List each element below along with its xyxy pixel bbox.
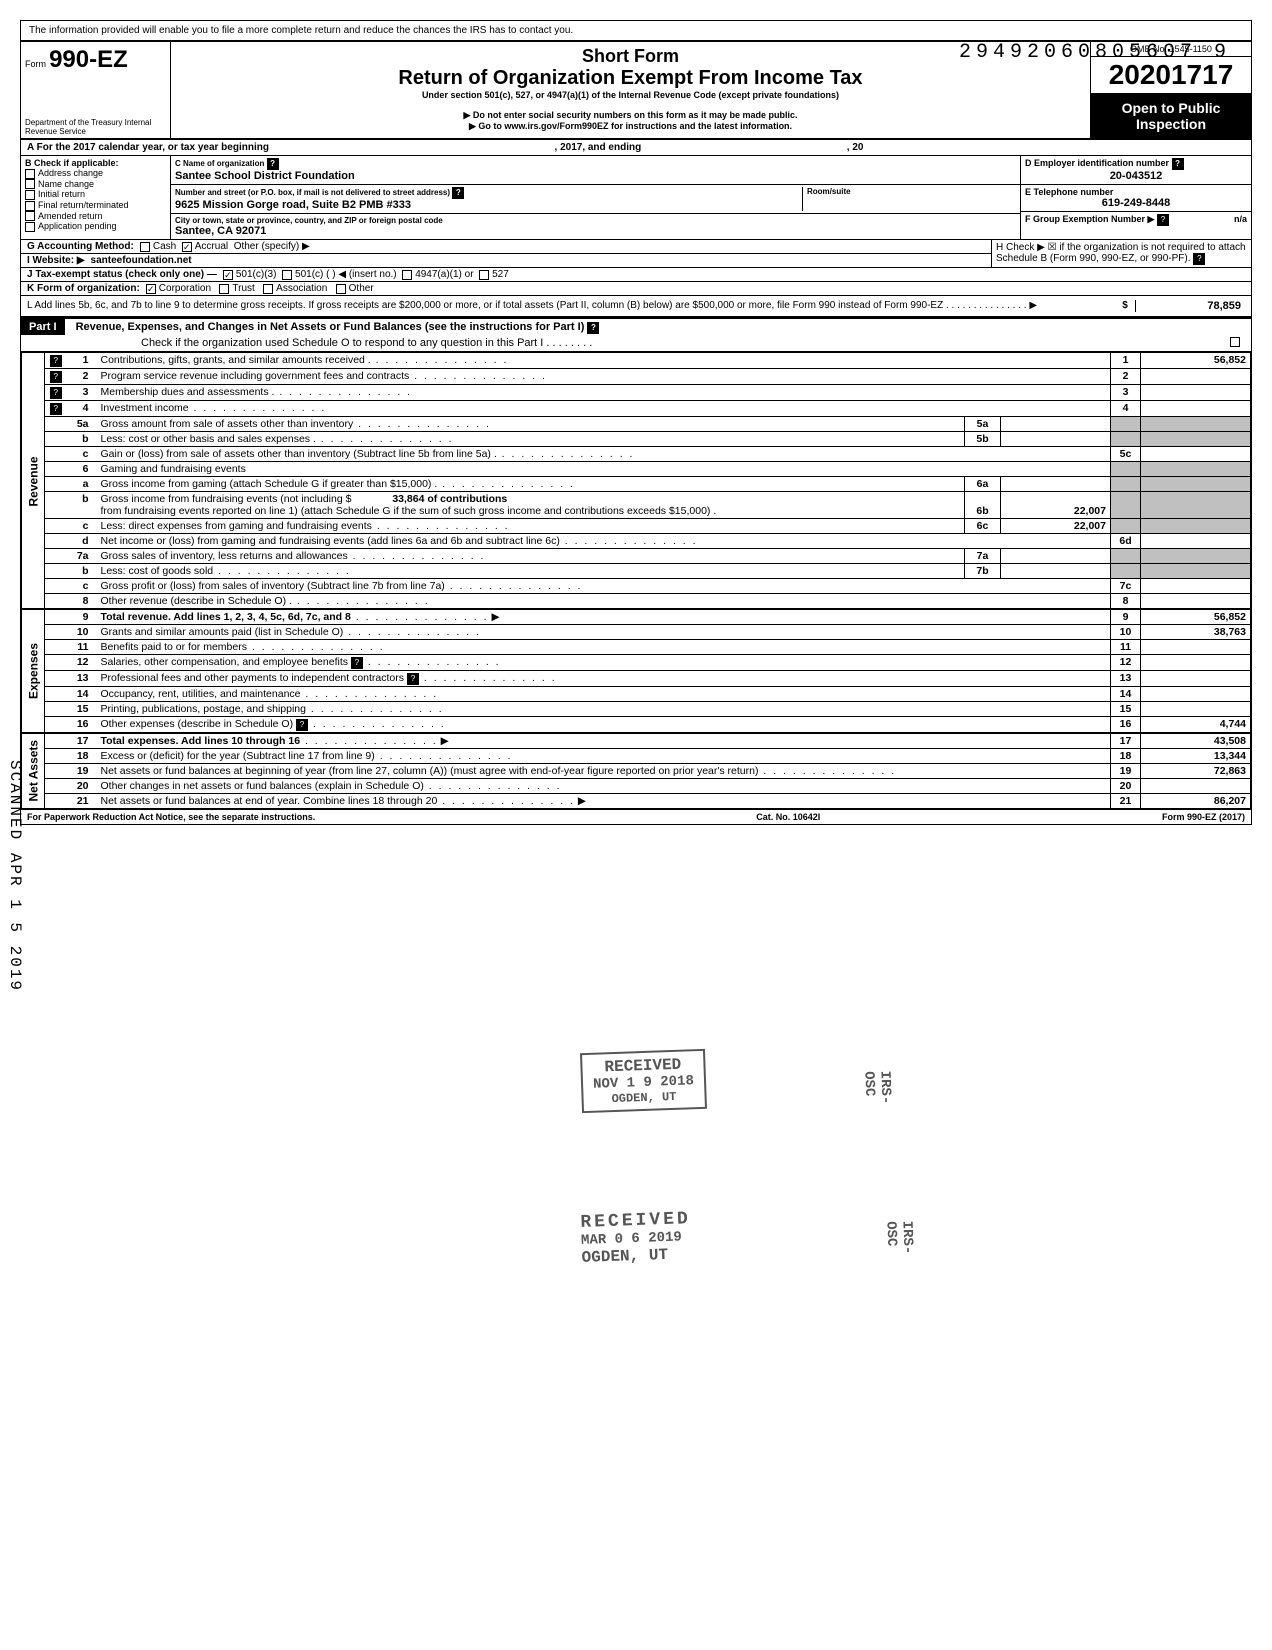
line18-value: 13,344	[1141, 749, 1251, 764]
help-icon: ?	[50, 355, 62, 367]
help-icon: ?	[50, 403, 62, 415]
short-form-label: Short Form	[181, 46, 1080, 67]
dept-text: Department of the Treasury Internal Reve…	[25, 118, 170, 136]
line21-value: 86,207	[1141, 794, 1251, 809]
subtitle: Under section 501(c), 527, or 4947(a)(1)…	[181, 90, 1080, 100]
checkbox-trust[interactable]	[219, 284, 229, 294]
part-1-label: Part I	[21, 319, 65, 335]
line17-value: 43,508	[1141, 733, 1251, 749]
checkbox-corporation[interactable]	[146, 284, 156, 294]
help-icon: ?	[452, 187, 464, 199]
help-icon: ?	[1157, 214, 1169, 226]
checkbox-association[interactable]	[263, 284, 273, 294]
section-c-org-info: C Name of organization ? Santee School D…	[171, 156, 1021, 239]
section-b-checkboxes: B Check if applicable: Address change Na…	[21, 156, 171, 239]
line19-value: 72,863	[1141, 764, 1251, 779]
checkbox-527[interactable]	[479, 270, 489, 280]
checkbox-501c[interactable]	[282, 270, 292, 280]
netassets-section-label: Net Assets	[22, 733, 45, 809]
part1-table: Revenue ? 1 Contributions, gifts, grants…	[21, 352, 1251, 809]
goto-link: ▶ Go to www.irs.gov/Form990EZ for instru…	[181, 121, 1080, 132]
header-center: Short Form Return of Organization Exempt…	[171, 42, 1091, 138]
row-a-tax-year: A For the 2017 calendar year, or tax yea…	[21, 140, 1251, 156]
page-footer: For Paperwork Reduction Act Notice, see …	[21, 809, 1251, 824]
org-name: Santee School District Foundation	[175, 170, 1016, 182]
help-icon: ?	[50, 371, 62, 383]
checkbox-final-return[interactable]	[25, 201, 35, 211]
help-icon: ?	[1193, 253, 1205, 265]
help-icon: ?	[351, 657, 363, 669]
checkbox-cash[interactable]	[140, 242, 150, 252]
checkbox-4947[interactable]	[402, 270, 412, 280]
checkbox-501c3[interactable]	[223, 270, 233, 280]
line6c-value: 22,007	[1001, 519, 1111, 534]
section-d-e-f: D Employer identification number ? 20-04…	[1021, 156, 1251, 239]
expenses-section-label: Expenses	[22, 609, 45, 733]
line-l-gross-receipts: L Add lines 5b, 6c, and 7b to line 9 to …	[21, 296, 1251, 317]
checkbox-schedule-o-part1[interactable]	[1230, 337, 1240, 347]
line16-value: 4,744	[1141, 717, 1251, 734]
received-stamp-1: RECEIVED NOV 1 9 2018 OGDEN, UT	[580, 1049, 707, 1113]
help-icon: ?	[1172, 158, 1184, 170]
checkbox-application-pending[interactable]	[25, 222, 35, 232]
irs-osc-stamp-1: IRS-OSC	[860, 1070, 893, 1105]
help-icon: ?	[587, 322, 599, 334]
checkbox-initial-return[interactable]	[25, 190, 35, 200]
telephone: 619-249-8448	[1025, 197, 1247, 209]
help-icon: ?	[296, 719, 308, 731]
line10-value: 38,763	[1141, 625, 1251, 640]
checkbox-name-change[interactable]	[25, 179, 35, 189]
help-icon: ?	[267, 158, 279, 170]
doc-number: 29492060805607 9	[959, 41, 1231, 64]
checkbox-other-org[interactable]	[336, 284, 346, 294]
main-title: Return of Organization Exempt From Incom…	[181, 67, 1080, 90]
line9-value: 56,852	[1141, 609, 1251, 625]
revenue-section-label: Revenue	[22, 353, 45, 610]
ein: 20-043512	[1025, 170, 1247, 182]
gross-receipts: 78,859	[1135, 300, 1245, 312]
ssn-warning: ▶ Do not enter social security numbers o…	[181, 110, 1080, 121]
open-to-public: Open to Public Inspection	[1091, 94, 1251, 138]
checkbox-amended-return[interactable]	[25, 211, 35, 221]
part-1-title: Revenue, Expenses, and Changes in Net As…	[68, 321, 585, 333]
line1-value: 56,852	[1141, 353, 1251, 369]
section-h: H Check ▶ ☒ if the organization is not r…	[991, 240, 1251, 267]
org-address: 9625 Mission Gorge road, Suite B2 PMB #3…	[175, 199, 802, 211]
line6b-value: 22,007	[1001, 492, 1111, 519]
checkbox-accrual[interactable]	[182, 242, 192, 252]
group-exemption: n/a	[1234, 214, 1247, 224]
form-page: The information provided will enable you…	[20, 20, 1252, 825]
form-number: 990-EZ	[49, 46, 128, 73]
website: santeefoundation.net	[91, 255, 192, 266]
header-left: Form 990-EZ Department of the Treasury I…	[21, 42, 171, 138]
irs-osc-stamp-2: IRS-OSC	[882, 1220, 915, 1255]
received-stamp-2: RECEIVED MAR 0 6 2019 OGDEN, UT	[580, 1209, 692, 1267]
form-prefix: Form	[25, 59, 46, 69]
help-icon: ?	[407, 673, 419, 685]
checkbox-address-change[interactable]	[25, 169, 35, 179]
org-city: Santee, CA 92071	[175, 225, 1016, 237]
top-note: The information provided will enable you…	[21, 21, 1251, 40]
help-icon: ?	[50, 387, 62, 399]
